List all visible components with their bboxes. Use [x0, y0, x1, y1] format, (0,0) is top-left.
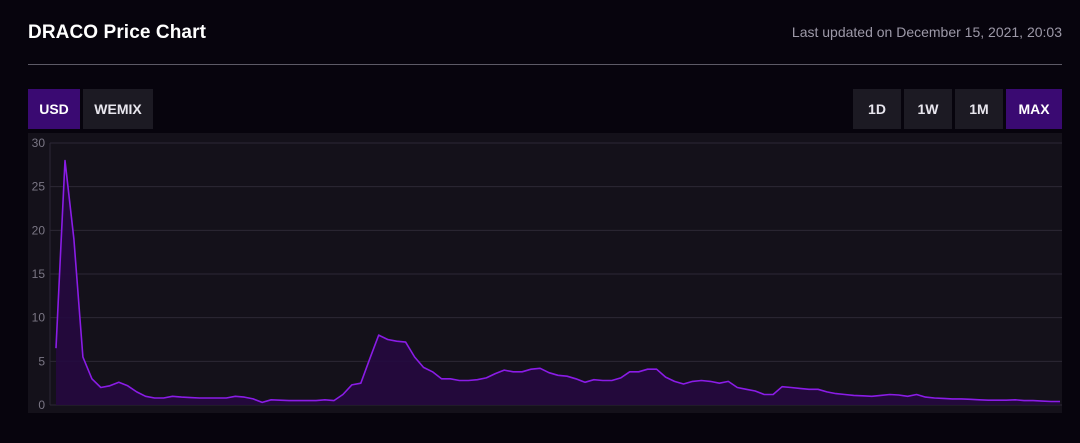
price-chart-svg: 0 5 10 15 20 25 30 — [28, 133, 1062, 413]
range-1m-button[interactable]: 1M — [955, 89, 1003, 129]
price-chart: 0 5 10 15 20 25 30 — [28, 133, 1062, 413]
range-1d-button[interactable]: 1D — [853, 89, 901, 129]
chart-header: DRACO Price Chart Last updated on Decemb… — [28, 0, 1062, 65]
time-range-toggle: 1D 1W 1M MAX — [853, 89, 1062, 129]
currency-toggle: USD WEMIX — [28, 89, 153, 129]
page-title: DRACO Price Chart — [28, 22, 207, 43]
y-tick-label-10: 10 — [32, 311, 46, 325]
y-tick-label-15: 15 — [32, 267, 46, 281]
range-max-button[interactable]: MAX — [1006, 89, 1062, 129]
range-1w-button[interactable]: 1W — [904, 89, 952, 129]
price-series-line — [55, 159, 1060, 404]
wemix-button[interactable]: WEMIX — [83, 89, 153, 129]
plot-background — [28, 133, 1062, 413]
y-tick-label-0: 0 — [38, 398, 45, 412]
y-tick-label-25: 25 — [32, 180, 46, 194]
y-tick-label-5: 5 — [38, 354, 45, 368]
y-tick-label-20: 20 — [32, 223, 46, 237]
y-tick-label-30: 30 — [32, 136, 46, 150]
usd-button[interactable]: USD — [28, 89, 80, 129]
last-updated-text: Last updated on December 15, 2021, 20:03 — [791, 24, 1062, 40]
